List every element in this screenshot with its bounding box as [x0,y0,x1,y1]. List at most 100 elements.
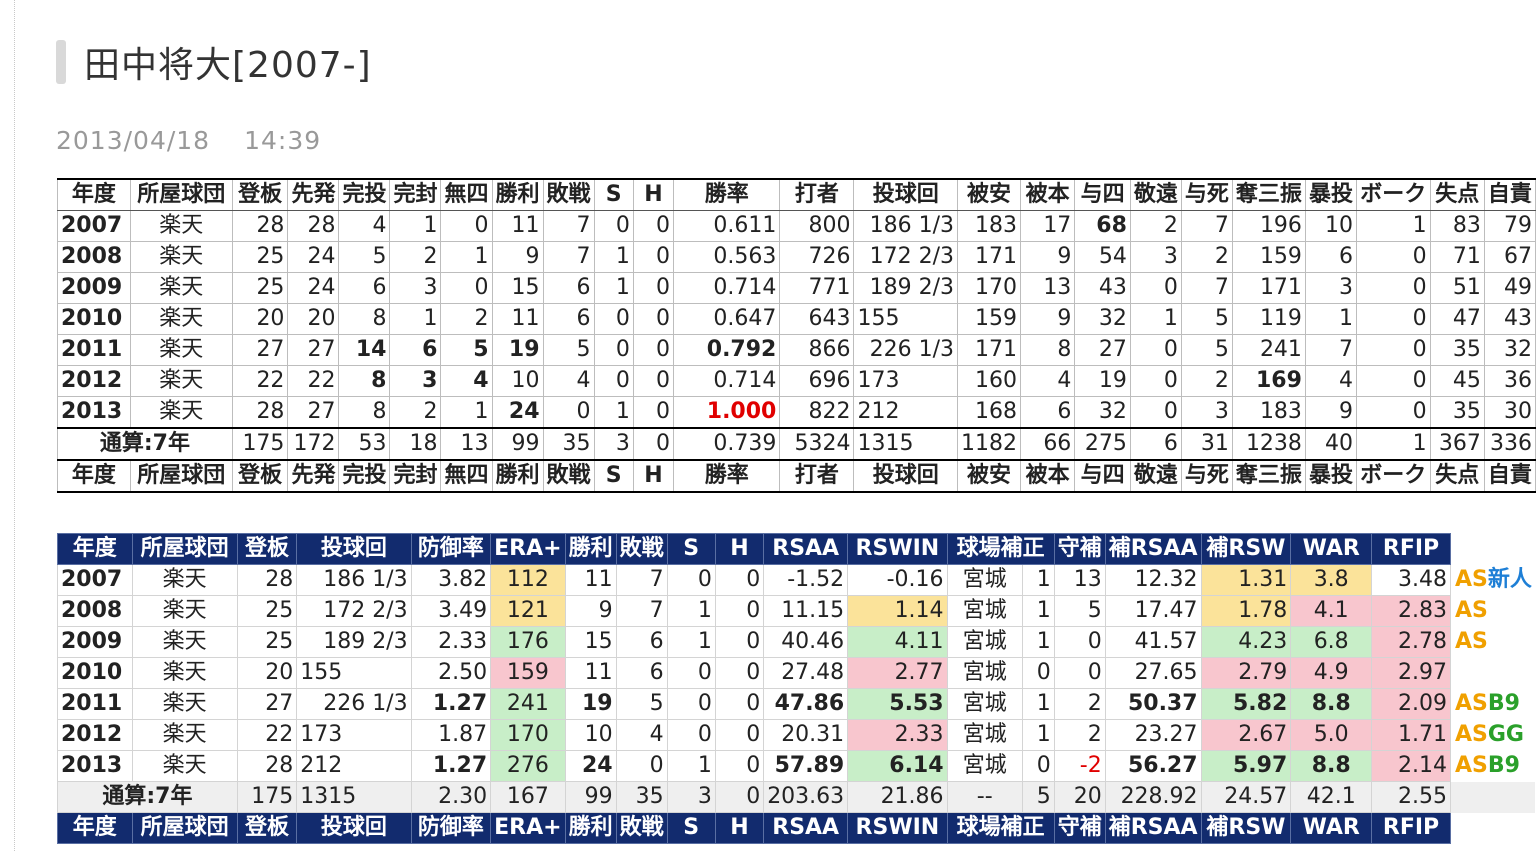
stat-cell: 169 [1231,365,1306,397]
table-row: 2012 楽天 22 22 8 3 4 10 4 0 0 0.714 696 1… [57,365,1536,397]
stat-cell: 0 [666,719,716,751]
stat-cell: 173 [853,365,959,397]
header-cell: 敗戦 [542,178,595,211]
stat-cell: 28 [236,750,298,782]
header-cell: ボーク [1355,178,1431,211]
header-cell: 投球回 [853,178,959,211]
team-cell: 楽天 [129,396,233,429]
basic-stats-table: 年度 所屋球団 登板 先発 完投 完封 無四 勝利 敗戦 S H 勝率 打者 投… [57,178,1536,493]
stat-cell: 9 [1020,303,1076,335]
stat-cell: 27.65 [1104,657,1202,689]
stat-cell: 0 [615,750,668,782]
stat-cell: 0 [1355,241,1431,273]
stat-cell: 3.8 [1290,564,1373,596]
stat-cell: 11 [564,657,617,689]
header-cell: ボーク [1355,459,1431,492]
stat-cell: 9 [1020,241,1076,273]
post-date: 2013/04/18 14:39 [56,126,321,155]
stat-cell: 7 [1180,210,1233,242]
stat-cell: 25 [236,595,298,627]
stat-cell: 4 [338,210,391,242]
stat-cell: 6.8 [1290,626,1373,658]
stat-cell: 6 [542,272,595,304]
stat-cell: 4.23 [1200,626,1292,658]
header-cell: 無四 [440,459,493,492]
team-cell: 楽天 [131,595,238,627]
stat-cell: 2 [1129,210,1182,242]
header-cell: WAR [1290,533,1373,565]
stat-cell: 2.33 [410,626,492,658]
stat-cell: 196 [1231,210,1306,242]
year-cell: 2007 [57,564,133,596]
stat-cell: 212 [296,750,412,782]
stat-cell: 99 [564,781,617,813]
stat-cell: 2.78 [1371,626,1451,658]
stat-cell: 3 [1180,396,1233,429]
stat-cell: 49 [1483,272,1536,304]
stat-cell: 6 [615,657,668,689]
table-row: 2010 楽天 20 20 8 1 2 11 6 0 0 0.647 643 1… [57,303,1536,335]
stat-cell: 10 [491,365,544,397]
header-cell: 補RSW [1200,812,1292,844]
stat-cell: 0.611 [673,210,781,242]
stat-cell: 1 [1355,427,1431,461]
award-cell: ASB9 [1455,753,1520,778]
stat-cell: 226 1/3 [296,688,412,720]
stat-cell: 203.63 [763,781,849,813]
award-cell: ASB9 [1455,691,1520,716]
year-cell: 2011 [57,334,131,366]
stat-cell: 0 [1053,657,1106,689]
stat-cell: -2 [1053,750,1106,782]
header-cell: 敬遠 [1129,178,1182,211]
stat-cell: 2.83 [1371,595,1451,627]
stat-cell: 0 [632,241,675,273]
year-cell: 2013 [57,396,131,429]
year-cell: 2007 [57,210,131,242]
stat-cell: 6 [615,626,668,658]
header-cell: RSWIN [847,812,948,844]
stat-cell: 6 [1020,396,1076,429]
stat-cell: 4.1 [1290,595,1373,627]
stat-cell: 0 [1355,365,1431,397]
stat-cell: 25 [236,626,298,658]
stat-cell: 5.97 [1200,750,1292,782]
header-cell: 先発 [287,459,340,492]
stat-cell: 13 [1053,564,1106,596]
header-cell: 奪三振 [1231,459,1306,492]
stat-cell: 1 [666,595,716,627]
stat-cell: 23.27 [1104,719,1202,751]
empty-cell [1451,534,1536,565]
team-cell: 楽天 [131,657,238,689]
stat-cell: 0 [714,750,765,782]
stat-cell: 0 [1129,396,1182,429]
stat-cell: 0.563 [673,241,781,273]
empty-cell [1451,813,1536,844]
title-accent-bar [56,40,66,84]
stat-cell: 2.30 [410,781,492,813]
stat-cell: 183 [1231,396,1306,429]
total-label: 通算:7年 [57,427,233,461]
total-row: 通算:7年 175 1315 2.30 167 99 35 3 0 203.63… [57,781,1536,813]
stat-cell: 170 [490,719,566,751]
stat-cell: 0 [714,626,765,658]
stat-cell: 28 [236,564,298,596]
stat-cell: 71 [1429,241,1485,273]
stat-cell: 4 [1020,365,1076,397]
header-cell: 補RSW [1200,533,1292,565]
stat-cell: 2 [389,241,442,273]
stat-cell: 1 [1021,626,1055,658]
park-cell: 宮城 [946,688,1023,720]
stat-cell: 1.27 [410,750,492,782]
header-cell: 奪三振 [1231,178,1306,211]
stat-cell: 9 [564,595,617,627]
year-cell: 2008 [57,241,131,273]
stat-cell: 6 [1129,427,1182,461]
stat-cell: 5 [338,241,391,273]
stat-cell: 14 [338,334,391,366]
stat-cell: 1.27 [410,688,492,720]
stat-cell: 35 [615,781,668,813]
stat-cell: 0 [440,272,493,304]
stat-cell: 2.67 [1200,719,1292,751]
header-cell: 勝利 [491,178,544,211]
header-cell: 投球回 [296,812,412,844]
